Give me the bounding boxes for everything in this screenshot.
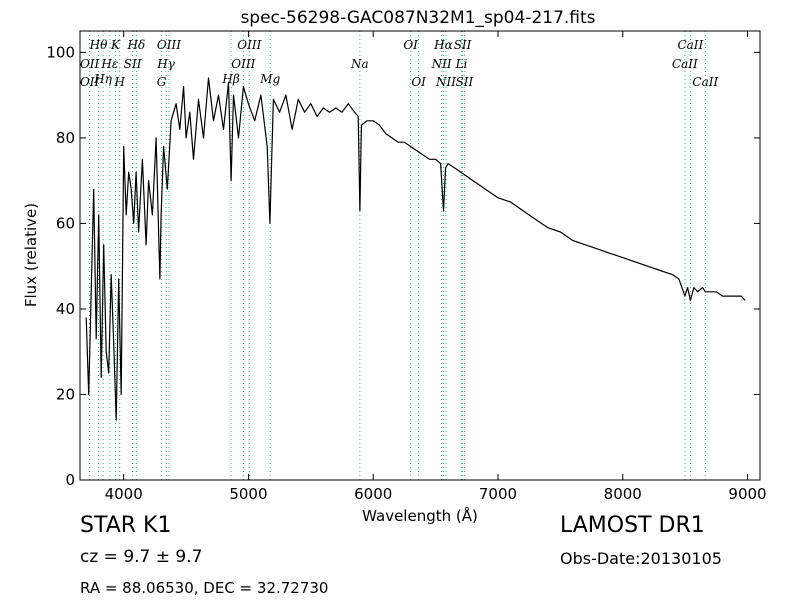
spectral-line-label: OIII (157, 38, 181, 52)
x-tick-label: 8000 (604, 485, 642, 503)
coordinates-label: RA = 88.06530, DEC = 32.72730 (80, 579, 329, 597)
chart-title: spec-56298-GAC087N32M1_sp04-217.fits (240, 8, 595, 28)
spectral-line-label: Hα (433, 38, 453, 52)
y-tick-label: 40 (56, 300, 75, 318)
spectral-line-label: Hβ (221, 72, 239, 86)
spectrum-series-line (85, 77, 746, 421)
spectral-line-label: Hδ (127, 38, 146, 52)
redshift-label: cz = 9.7 ± 9.7 (80, 547, 203, 567)
y-tick-label: 80 (56, 129, 75, 147)
spectral-line-label: NII (431, 57, 452, 71)
spectral-line-label: OI (403, 38, 418, 52)
spectral-line-label: SII (124, 57, 142, 71)
survey-label: LAMOST DR1 (560, 513, 705, 538)
spectral-line-label: OII (80, 57, 100, 71)
x-tick-label: 6000 (354, 485, 392, 503)
spectral-line-label: OI (411, 75, 426, 89)
spectral-line-label: CaII (677, 38, 703, 52)
spectral-line-label: OIII (231, 57, 255, 71)
object-class-label: STAR K1 (80, 513, 172, 538)
x-tick-label: 4000 (105, 485, 143, 503)
x-tick-label: 7000 (479, 485, 517, 503)
x-tick-label: 9000 (728, 485, 766, 503)
spectral-line-label: SII (456, 75, 474, 89)
axis-ticks: 4000 5000 6000 7000 8000 9000 0 20 40 60 80 100 (46, 31, 767, 503)
spectral-line-label: Mg (259, 72, 280, 86)
spectral-line-label: Hη (93, 72, 112, 86)
y-tick-label: 60 (56, 214, 75, 232)
spectral-line-label: Hγ (156, 57, 175, 71)
y-tick-label: 20 (56, 385, 75, 403)
spectral-line-label: K (110, 38, 121, 52)
x-tick-label: 5000 (229, 485, 267, 503)
series-layer (85, 77, 746, 421)
y-axis-label: Flux (relative) (22, 203, 40, 307)
spectral-line-label: SII (454, 38, 472, 52)
spectral-line-label: G (157, 75, 167, 89)
y-tick-label: 100 (46, 43, 75, 61)
spectral-line-label: OIII (237, 38, 261, 52)
spectral-line-label: Na (350, 57, 369, 71)
x-axis-label: Wavelength (Å) (362, 506, 478, 525)
spectral-line-label: OII (80, 75, 100, 89)
spectral-line-label: NII (435, 75, 456, 89)
spectral-line-label: Hθ (89, 38, 108, 52)
y-tick-label: 0 (65, 471, 75, 489)
plot-frame (79, 30, 761, 481)
spectral-line-label: CaII (692, 75, 718, 89)
obs-date-label: Obs-Date:20130105 (560, 549, 722, 568)
spectral-line-label: Hε (100, 57, 118, 71)
spectral-line-label: CaII (672, 57, 698, 71)
spectral-line-label: Li (455, 57, 468, 71)
spectral-line-label: H (113, 75, 125, 89)
